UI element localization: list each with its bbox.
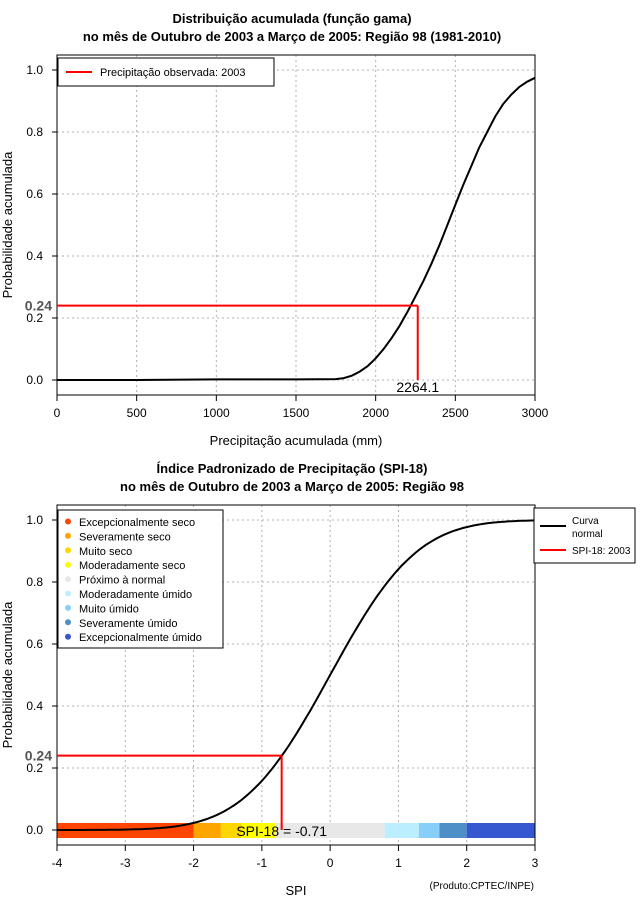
chart1-y-axis-label: Probabilidade acumulada bbox=[0, 151, 15, 298]
chart2-y-axis-label: Probabilidade acumulada bbox=[0, 601, 15, 748]
chart1-x-tick-label: 0 bbox=[54, 406, 61, 420]
chart2-band-moderadamente-seco bbox=[241, 823, 276, 838]
chart2-band-muito-seco bbox=[220, 823, 242, 838]
chart2-y-tick-label: 0.6 bbox=[26, 637, 43, 651]
chart2-legend-label: Muito seco bbox=[79, 546, 132, 558]
chart2-x-axis-label: SPI bbox=[286, 883, 307, 898]
chart1-marker-x-label: 2264.1 bbox=[396, 379, 439, 395]
chart2-series-legend: Curva normal SPI-18: 2003 bbox=[533, 507, 636, 564]
chart1-x-tick-label: 1000 bbox=[203, 406, 230, 420]
chart1-y-tick-label: 0.4 bbox=[26, 249, 43, 263]
chart2-legend-swatch bbox=[65, 619, 71, 626]
chart2-band-muito-mido bbox=[418, 823, 440, 838]
chart1-x-tick-label: 1500 bbox=[283, 406, 310, 420]
chart1-gamma-curve bbox=[57, 76, 536, 381]
chart2-legend-curve-label-line2: normal bbox=[572, 529, 603, 540]
chart2-spi-value-label: SPI-18 = -0.71 bbox=[236, 823, 327, 839]
chart1-legend-label: Precipitação observada: 2003 bbox=[100, 67, 246, 79]
chart2-x-tick-label: -2 bbox=[188, 856, 199, 870]
chart1-y-tick-label: 0.2 bbox=[26, 311, 43, 325]
chart1-x-tick-label: 2000 bbox=[362, 406, 389, 420]
chart2-x-tick-label: 0 bbox=[327, 856, 334, 870]
chart2-x-tick-label: 3 bbox=[532, 856, 539, 870]
chart1-legend: Precipitação observada: 2003 bbox=[57, 57, 275, 87]
chart1-title: Distribuição acumulada (função gama) bbox=[172, 11, 411, 26]
chart2-y-tick-label: 0.4 bbox=[26, 699, 43, 713]
chart2-x-ticks: -4 -3 -2 -1 0 1 2 3 bbox=[52, 845, 539, 870]
chart2-y-tick-label: 1.0 bbox=[26, 513, 43, 527]
chart1-grid bbox=[56, 55, 536, 395]
chart2-legend-swatch bbox=[65, 604, 71, 611]
chart1-x-tick-label: 500 bbox=[127, 406, 147, 420]
chart1-marker-y-label: 0.24 bbox=[25, 298, 52, 314]
chart2-x-tick-label: 2 bbox=[463, 856, 470, 870]
chart-2: Índice Padronizado de Precipitação (SPI-… bbox=[0, 461, 636, 898]
chart2-credit: (Produto:CPTEC/INPE) bbox=[430, 881, 534, 892]
chart1-y-ticks: 0.0 0.2 0.4 0.6 0.8 1.0 bbox=[26, 63, 57, 387]
chart2-category-legend: Excepcionalmente seco Severamente seco Mui… bbox=[57, 509, 224, 649]
chart2-legend-swatch bbox=[65, 547, 71, 554]
chart1-x-tick-label: 3000 bbox=[522, 406, 549, 420]
chart2-legend-label: Moderadamente seco bbox=[79, 560, 185, 572]
chart1-x-axis-label: Precipitação acumulada (mm) bbox=[210, 433, 383, 448]
chart1-x-ticks: 0 500 1000 1500 2000 2500 3000 bbox=[54, 395, 549, 420]
chart2-legend-swatch bbox=[65, 590, 71, 597]
chart1-legend-box bbox=[57, 57, 275, 87]
chart2-legend-spi-label: SPI-18: 2003 bbox=[572, 546, 631, 557]
chart1-y-tick-label: 0.6 bbox=[26, 187, 43, 201]
chart2-x-tick-label: -4 bbox=[52, 856, 63, 870]
chart2-legend-label: Severamente úmido bbox=[79, 618, 177, 630]
chart2-legend-label: Muito úmido bbox=[79, 603, 139, 615]
chart1-y-tick-label: 1.0 bbox=[26, 63, 43, 77]
chart2-legend-label: Moderadamente úmido bbox=[79, 589, 192, 601]
chart1-subtitle: no mês de Outubro de 2003 a Março de 200… bbox=[83, 29, 501, 44]
chart2-legend-label: Excepcionalmente seco bbox=[79, 517, 195, 529]
chart2-subtitle: no mês de Outubro de 2003 a Março de 200… bbox=[120, 479, 464, 494]
chart2-band-excepcionalmente-mido bbox=[466, 823, 535, 838]
chart2-y-tick-label: 0.0 bbox=[26, 823, 43, 837]
chart2-x-tick-label: -1 bbox=[257, 856, 268, 870]
chart2-legend-curve-label-line1: Curva bbox=[572, 516, 599, 527]
chart2-legend-label: Excepcionalmente úmido bbox=[79, 632, 202, 644]
chart2-legend-label: Severamente seco bbox=[79, 531, 171, 543]
chart2-band-severamente-seco bbox=[193, 823, 221, 838]
chart2-legend-swatch bbox=[65, 518, 71, 525]
chart2-title: Índice Padronizado de Precipitação (SPI-… bbox=[157, 461, 428, 476]
chart2-series-legend-box bbox=[533, 507, 636, 564]
chart1-y-tick-label: 0.8 bbox=[26, 125, 43, 139]
chart2-band-moderadamente-mido bbox=[384, 823, 419, 838]
chart2-x-tick-label: -3 bbox=[120, 856, 131, 870]
chart2-legend-swatch bbox=[65, 576, 71, 583]
chart1-x-tick-label: 2500 bbox=[442, 406, 469, 420]
chart1-y-tick-label: 0.0 bbox=[26, 373, 43, 387]
chart2-legend-swatch bbox=[65, 633, 71, 640]
chart2-normal-curve bbox=[57, 519, 536, 831]
chart2-category-legend-box bbox=[57, 509, 224, 649]
chart2-y-tick-label: 0.8 bbox=[26, 575, 43, 589]
chart2-band-pr-ximo-normal bbox=[275, 823, 385, 838]
chart2-x-tick-label: 1 bbox=[395, 856, 402, 870]
chart2-marker-y-label: 0.24 bbox=[25, 748, 52, 764]
chart2-plot-frame bbox=[56, 504, 536, 846]
chart-1: Distribuição acumulada (função gama) no … bbox=[0, 11, 549, 448]
chart2-y-tick-label: 0.2 bbox=[26, 761, 43, 775]
chart2-legend-swatch bbox=[65, 561, 71, 568]
chart2-legend-swatch bbox=[65, 532, 71, 539]
chart2-legend-label: Próximo à normal bbox=[79, 575, 165, 587]
chart2-y-ticks: 0.0 0.2 0.4 0.6 0.8 1.0 bbox=[26, 513, 57, 837]
chart2-category-legend-items: Excepcionalmente seco Severamente seco Mui… bbox=[65, 517, 202, 644]
chart2-band-severamente-mido bbox=[439, 823, 467, 838]
